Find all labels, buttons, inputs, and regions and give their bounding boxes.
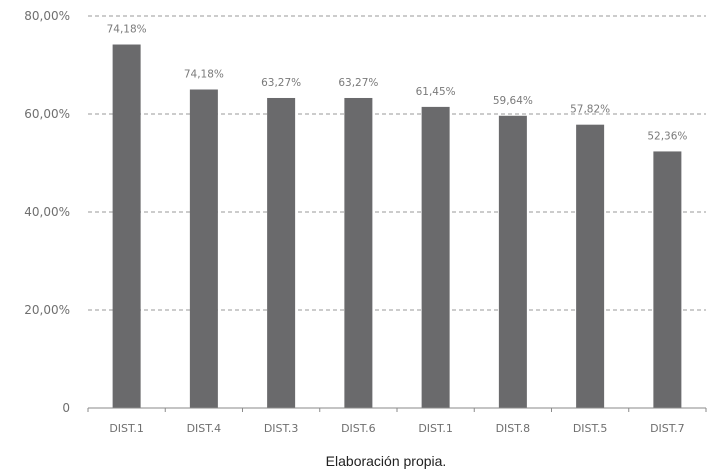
x-tick-label: DIST.6 xyxy=(341,422,376,435)
x-tick-label: DIST.4 xyxy=(187,422,222,435)
y-tick-label: 40,00% xyxy=(24,205,70,219)
y-axis-ticks: 0 20,00% 40,00% 60,00% 80,00% xyxy=(24,9,70,415)
y-tick-label: 60,00% xyxy=(24,107,70,121)
bar-5 xyxy=(421,106,450,409)
data-label: 59,64% xyxy=(493,95,533,107)
data-labels: 74,18% 74,18% 63,27% 63,27% 61,45% 59,64% 57,8… xyxy=(107,24,688,143)
x-axis xyxy=(87,407,707,412)
data-label: 63,27% xyxy=(261,77,301,89)
bar-1 xyxy=(112,44,141,408)
x-tick-label: DIST.3 xyxy=(264,422,299,435)
x-tick-label: DIST.1 xyxy=(109,422,144,435)
y-tick-label: 0 xyxy=(62,401,70,415)
bar-4 xyxy=(344,97,373,409)
bars xyxy=(112,44,682,409)
x-axis-ticks: DIST.1 DIST.4 DIST.3 DIST.6 DIST.1 DIST.8 DIST… xyxy=(109,422,684,435)
bar-3 xyxy=(267,97,296,409)
y-tick-label: 20,00% xyxy=(24,303,70,317)
bar-7 xyxy=(576,124,605,408)
data-label: 57,82% xyxy=(570,104,610,116)
bar-2 xyxy=(189,89,218,408)
data-label: 52,36% xyxy=(647,130,687,142)
x-tick-label: DIST.1 xyxy=(418,422,453,435)
data-label: 63,27% xyxy=(338,77,378,89)
x-tick-label: DIST.7 xyxy=(650,422,685,435)
bar-8 xyxy=(653,151,682,408)
x-tick-label: DIST.8 xyxy=(496,422,531,435)
gridlines xyxy=(88,15,706,311)
data-label: 61,45% xyxy=(416,86,456,98)
data-label: 74,18% xyxy=(107,24,147,36)
y-tick-label: 80,00% xyxy=(24,9,70,23)
data-label: 74,18% xyxy=(184,69,224,81)
bar-6 xyxy=(498,115,527,408)
x-tick-label: DIST.5 xyxy=(573,422,608,435)
chart-caption: Elaboración propia. xyxy=(326,453,447,469)
